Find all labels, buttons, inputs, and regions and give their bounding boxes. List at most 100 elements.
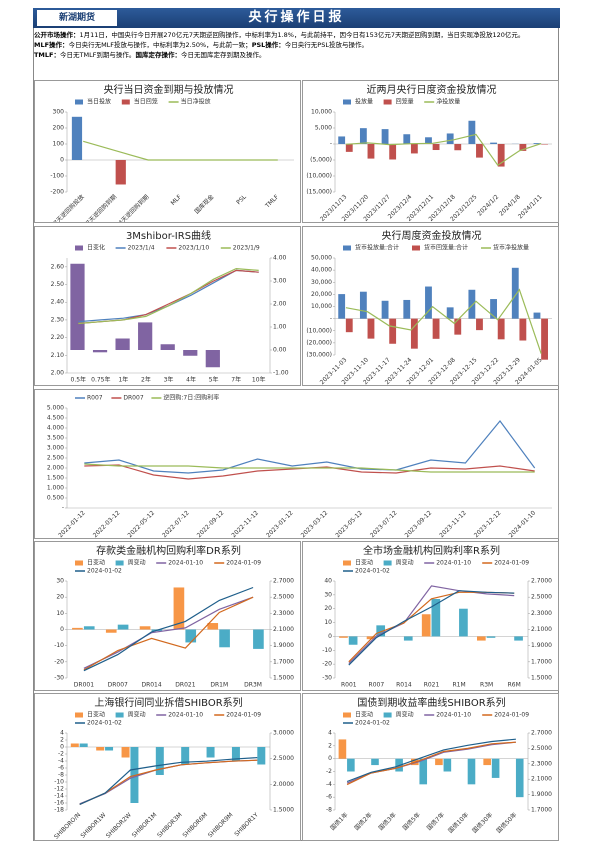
y-tick-label: 1.9000	[531, 791, 552, 798]
x-tick-label: 国债1年	[328, 811, 349, 832]
x-tick-label: 2024-01-10	[508, 509, 538, 539]
legend-label: R007	[87, 395, 103, 402]
x-tick-label: 2022-05-12	[126, 509, 156, 539]
y-tick-label: 10,000	[311, 303, 332, 310]
bar	[367, 318, 375, 339]
legend-label: 周变动	[128, 711, 146, 719]
legend-swatch	[383, 560, 392, 566]
y-tick-label: 2.00	[51, 370, 65, 377]
y-tick-label: 0.00	[273, 347, 287, 354]
line	[78, 269, 259, 325]
legend-swatch	[343, 712, 351, 718]
x-tick-label: 国债7年	[425, 811, 446, 832]
y-tick-label: 20	[56, 594, 64, 601]
y-tick-label: 5.000	[47, 405, 64, 412]
x-tick-label: 国债10年	[446, 811, 470, 835]
y-tick-label: 2	[60, 737, 64, 744]
x-tick-label: R1M	[452, 682, 465, 689]
y-tick-label: -6	[326, 794, 332, 801]
legend-swatch	[75, 245, 83, 251]
x-tick-label: 2022-07-12	[161, 509, 191, 539]
x-tick-label: 国债30年	[470, 811, 494, 835]
y-tick-label: 30,000	[311, 279, 332, 286]
y-tick-label: 1.5000	[273, 807, 294, 814]
legend-label: 2024-01-02	[87, 568, 122, 575]
line	[346, 738, 516, 783]
y-tick-label: (20,000)	[306, 339, 332, 346]
bar	[490, 299, 497, 319]
bar	[345, 144, 353, 152]
bar	[459, 608, 468, 637]
bar	[431, 599, 441, 637]
y-tick-label: (10,000)	[306, 173, 332, 180]
y-tick-label: 1.5000	[273, 675, 294, 682]
chart-title: 存款类金融机构回购利率DR系列	[96, 544, 241, 557]
x-tick-label: 2年	[141, 376, 151, 384]
bar	[454, 144, 462, 151]
bar	[514, 636, 523, 641]
x-tick-label: 2023-03-12	[300, 509, 330, 539]
legend-label: 2023/1/4	[128, 245, 155, 252]
y-tick-label: 10,000	[311, 109, 332, 116]
y-tick-label: 2.0000	[273, 781, 294, 788]
bar	[345, 318, 353, 333]
x-tick-label: 2023-11-12	[438, 509, 468, 539]
legend-label: 货币投放量:合计	[355, 244, 399, 252]
line	[346, 741, 516, 786]
legend-label: 日变动	[87, 711, 105, 719]
chart-title: 全市场金融机构回购利率R系列	[363, 544, 500, 557]
legend-swatch	[343, 245, 351, 251]
y-tick-label: 1.9000	[531, 642, 552, 649]
bar	[79, 743, 88, 747]
legend-label: 周变动	[396, 711, 414, 719]
x-tick-label: 2022-01-12	[57, 509, 87, 539]
x-tick-label: R3M	[480, 682, 493, 689]
x-tick-label: 4年	[186, 376, 196, 384]
chart-title: 央行周度资金投放情况	[382, 229, 482, 242]
y-tick-label: -14	[54, 793, 64, 800]
bar	[366, 636, 376, 640]
bar	[476, 318, 483, 331]
bar	[139, 626, 151, 630]
bar	[443, 758, 452, 772]
bar	[72, 627, 83, 630]
y-tick-label: 1.5000	[531, 675, 552, 682]
x-tick-label: 2022-03-12	[92, 509, 122, 539]
y-tick-label: -100	[50, 173, 64, 180]
bar	[367, 144, 375, 159]
y-tick-label: -4	[326, 781, 332, 788]
label: MLF操作：	[34, 41, 69, 49]
text: 今日无TMLF到期与操作。	[59, 51, 136, 59]
x-tick-label: SHIBOR6M	[181, 812, 209, 840]
x-tick-label: 2023-07-12	[369, 509, 399, 539]
x-tick-label: 国库现金	[193, 193, 216, 216]
y-tick-label: 4.00	[273, 255, 287, 262]
x-tick-label: 7天逆回购到期	[84, 193, 118, 223]
y-tick-label: -8	[58, 772, 64, 779]
y-tick-label: 3.0000	[273, 730, 294, 737]
text: 今日央行无MLF投放与操作，中标利率为2.50%，与此前一致；	[68, 41, 252, 49]
bar	[121, 747, 130, 758]
x-tick-label: R014	[396, 682, 412, 689]
y-tick-label: 2.5000	[531, 594, 552, 601]
x-tick-label: SHIBOR1W	[79, 811, 107, 839]
y-tick-label: 1.9000	[273, 642, 294, 649]
bar	[467, 758, 476, 785]
line	[348, 585, 515, 664]
legend-label: 2024-01-10	[436, 560, 471, 567]
y-tick-label: 2.60	[51, 263, 65, 270]
x-tick-label: 国债50年	[495, 811, 519, 835]
line	[78, 269, 259, 323]
legend-label: 2024-01-10	[168, 712, 203, 719]
summary: 公开市场操作：1月11日，中国央行今日开展270亿元7天期逆回购操作，中标利率为…	[34, 30, 559, 60]
bar	[205, 350, 220, 368]
bar	[207, 623, 219, 630]
x-tick-label: TMLF	[264, 193, 281, 210]
bar	[519, 318, 527, 341]
bar	[389, 318, 397, 344]
y-tick-label: 20,000	[311, 291, 332, 298]
y-tick-label: 2.5000	[273, 755, 294, 762]
